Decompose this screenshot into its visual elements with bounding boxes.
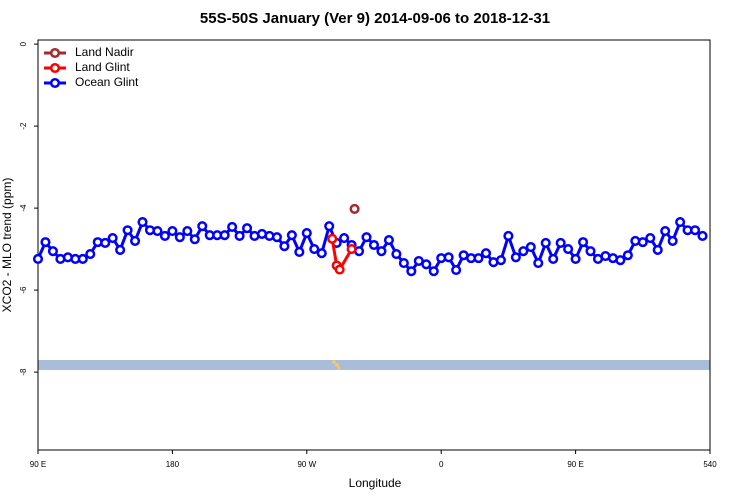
point [100, 237, 111, 248]
point [349, 203, 360, 214]
point [361, 232, 372, 243]
point [510, 252, 521, 263]
point [376, 246, 387, 257]
point [77, 253, 88, 264]
legend-label: Ocean Glint [75, 75, 139, 89]
point [40, 237, 51, 248]
point [368, 239, 380, 251]
point [346, 244, 357, 255]
point [555, 237, 566, 248]
point [130, 235, 141, 246]
y-tick-label: -6 [19, 286, 28, 294]
point [585, 246, 596, 257]
point [242, 223, 253, 234]
x-tick-label: 90 E [567, 460, 583, 469]
point [115, 244, 126, 255]
point [473, 253, 484, 264]
x-axis-label: Longitude [349, 476, 402, 490]
y-tick-label: -2 [19, 122, 28, 130]
point [294, 246, 305, 258]
point [443, 252, 454, 263]
point [391, 248, 402, 260]
y-tick-label: 0 [19, 41, 28, 46]
point [667, 235, 678, 246]
point [182, 226, 193, 237]
x-tick-label: 540 [703, 460, 717, 469]
x-tick-label: 0 [439, 460, 444, 469]
point [652, 244, 663, 255]
point [428, 266, 439, 277]
point [503, 230, 514, 242]
legend-label: Land Nadir [75, 45, 134, 59]
chart-title: 55S-50S January (Ver 9) 2014-09-06 to 20… [200, 10, 550, 27]
point [637, 237, 648, 248]
point [219, 230, 230, 241]
point [451, 264, 462, 276]
y-axis-label: XCO2 - MLO trend (ppm) [0, 178, 14, 313]
point [533, 257, 544, 269]
point [615, 255, 626, 266]
legend-marker [49, 47, 61, 59]
point [563, 244, 574, 255]
point [286, 230, 297, 241]
point [525, 242, 536, 253]
point [234, 230, 245, 242]
point [495, 255, 506, 266]
point [271, 232, 282, 243]
point [518, 246, 529, 257]
point [406, 266, 417, 277]
point [540, 237, 551, 248]
point [85, 248, 96, 260]
point [622, 250, 633, 261]
point [174, 232, 185, 243]
point [697, 230, 708, 242]
y-tick-label: -8 [19, 368, 28, 376]
legend-label: Land Glint [75, 60, 130, 74]
x-tick-label: 90 E [30, 460, 46, 469]
point [383, 235, 394, 246]
legend-marker [49, 77, 61, 89]
point [227, 221, 238, 233]
point [570, 253, 581, 264]
point [578, 237, 589, 248]
point [189, 234, 200, 245]
point [137, 216, 148, 228]
point [279, 241, 290, 252]
point [690, 225, 701, 236]
y-tick-label: -4 [19, 204, 28, 212]
point [47, 246, 58, 257]
point [480, 248, 492, 259]
point [327, 233, 338, 244]
point [309, 244, 320, 255]
point [159, 230, 170, 242]
point [32, 253, 44, 264]
point [197, 221, 208, 232]
point [398, 257, 409, 269]
x-tick-label: 90 W [297, 460, 316, 469]
point [316, 248, 327, 259]
land-dot [335, 363, 339, 367]
legend-marker [49, 62, 61, 74]
point [167, 226, 178, 237]
point [548, 253, 559, 264]
x-tick-label: 180 [166, 460, 180, 469]
plot-frame [37, 39, 711, 451]
point [339, 232, 350, 244]
point [324, 221, 335, 232]
land-dot [332, 360, 336, 364]
point [421, 259, 432, 270]
point [675, 216, 686, 228]
point [122, 225, 133, 236]
point [660, 226, 671, 237]
point [645, 232, 656, 244]
point [301, 228, 312, 239]
point [107, 232, 118, 244]
land-dot [337, 366, 341, 370]
point [334, 264, 345, 275]
point [152, 226, 163, 237]
land-strip [38, 360, 710, 370]
